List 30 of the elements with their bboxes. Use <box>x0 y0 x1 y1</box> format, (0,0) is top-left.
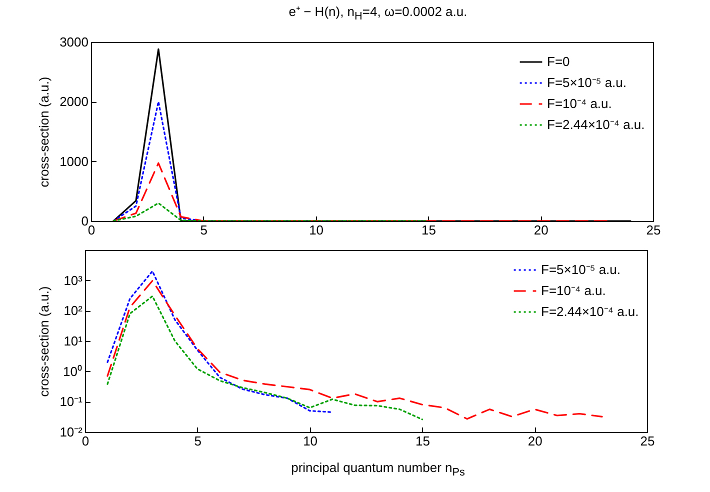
legend-label: F=2.44×10⁻⁴ a.u. <box>547 117 645 132</box>
y-axis-title: cross-section (a.u.) <box>36 286 52 397</box>
x-tick-label: 25 <box>640 434 655 448</box>
legend-label: F=10⁻⁴ a.u. <box>541 283 606 298</box>
y-tick-label: 10³ <box>64 272 84 288</box>
y-axis-title: cross-section (a.u.) <box>36 76 52 188</box>
legend-label: F=0 <box>547 54 570 69</box>
y-tick-label: 1000 <box>60 154 88 169</box>
x-tick-label: 5 <box>194 434 202 448</box>
x-tick-label: 20 <box>534 222 548 238</box>
y-tick-label: 2000 <box>60 94 88 110</box>
x-tick-label: 15 <box>421 222 436 238</box>
x-tick-label: 20 <box>528 434 542 448</box>
legend-label: F=5×10⁻⁵ a.u. <box>547 75 626 90</box>
legend-label: F=5×10⁻⁵ a.u. <box>541 262 620 277</box>
y-tick-label: 3000 <box>60 34 88 50</box>
x-tick-label: 15 <box>415 434 430 448</box>
x-tick-label: 10 <box>309 222 324 238</box>
y-tick-label: 10¹ <box>64 334 84 348</box>
x-tick-label: 5 <box>200 222 208 238</box>
y-tick-label: 10⁰ <box>63 364 82 379</box>
y-tick-label: 10² <box>64 303 84 318</box>
y-tick-label: 10⁻¹ <box>60 394 84 410</box>
legend-label: F=2.44×10⁻⁴ a.u. <box>541 304 639 319</box>
x-tick-label: 10 <box>303 434 318 448</box>
x-axis-title: principal quantum number n$_{Ps}$ <box>290 460 466 479</box>
legend-label: F=10⁻⁴ a.u. <box>547 96 612 111</box>
chart-title: e⁺ − H(n), n$_{H}$=4, ω=0.0002 a.u. <box>288 3 468 23</box>
x-tick-label: 25 <box>646 222 661 238</box>
y-tick-label: 10⁻² <box>60 424 84 440</box>
